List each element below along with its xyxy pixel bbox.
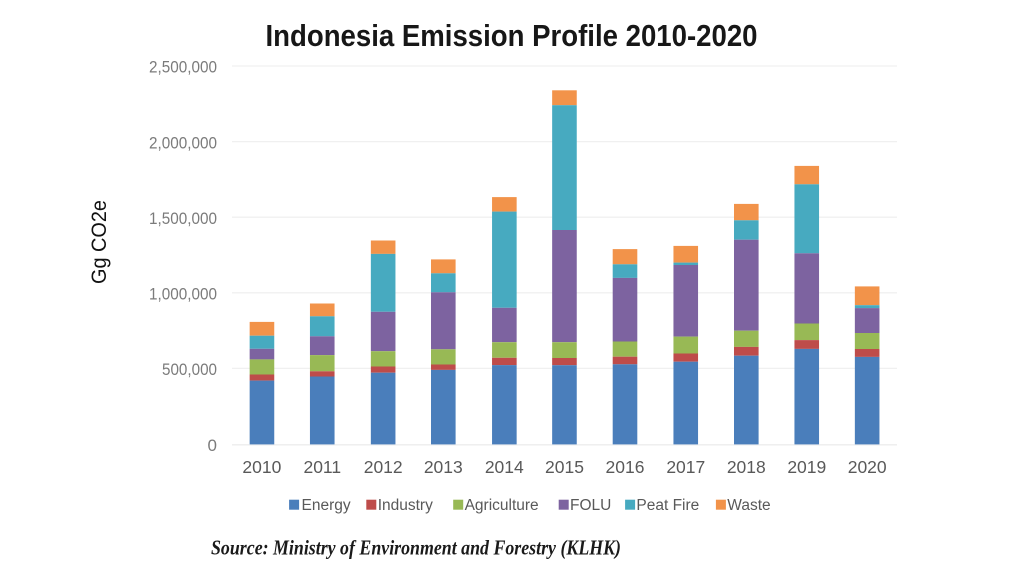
svg-text:2,000,000: 2,000,000 [149,133,217,152]
svg-text:Agriculture: Agriculture [465,497,539,514]
svg-text:2012: 2012 [364,457,403,477]
svg-text:0: 0 [208,436,217,455]
svg-text:Gg CO2e: Gg CO2e [88,200,111,284]
svg-text:1,500,000: 1,500,000 [149,209,217,228]
svg-text:2010: 2010 [242,457,281,477]
svg-text:2019: 2019 [787,457,826,477]
svg-text:2017: 2017 [666,457,705,477]
svg-text:2015: 2015 [545,457,584,477]
svg-text:Indonesia Emission Profile 201: Indonesia Emission Profile 2010-2020 [266,18,758,53]
svg-text:2013: 2013 [424,457,463,477]
svg-text:2,500,000: 2,500,000 [149,58,217,77]
svg-text:2014: 2014 [485,457,524,477]
svg-text:2020: 2020 [848,457,887,477]
svg-text:Energy: Energy [302,497,351,514]
svg-text:Waste: Waste [727,497,770,514]
svg-text:FOLU: FOLU [570,497,611,514]
svg-text:Industry: Industry [378,497,433,514]
svg-text:Source: Ministry of Environmen: Source: Ministry of Environment and Fore… [211,536,621,560]
svg-text:500,000: 500,000 [162,360,217,379]
svg-text:2018: 2018 [727,457,766,477]
svg-text:1,000,000: 1,000,000 [149,285,217,304]
svg-text:Peat Fire: Peat Fire [636,497,699,514]
svg-text:2011: 2011 [303,457,341,477]
svg-text:2016: 2016 [606,457,645,477]
